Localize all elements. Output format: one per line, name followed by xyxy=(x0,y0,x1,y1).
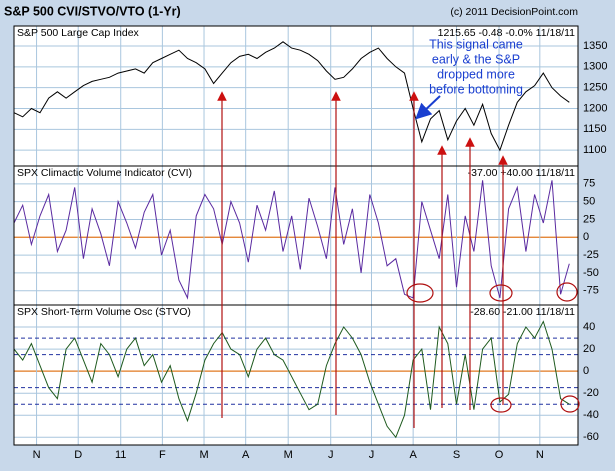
y-tick-label: -60 xyxy=(583,431,599,443)
panel-stats: -37.00 +40.00 11/18/11 xyxy=(468,167,575,179)
annotation: before bottoming xyxy=(429,82,523,96)
x-tick-label: O xyxy=(495,449,504,461)
x-tick-label: N xyxy=(33,449,41,461)
x-tick-label: M xyxy=(199,449,208,461)
signal-circle xyxy=(560,395,580,413)
panel-label: S&P 500 Large Cap Index xyxy=(17,27,140,39)
series-line xyxy=(13,320,570,439)
y-tick-label: -20 xyxy=(583,387,599,399)
y-tick-label: 1300 xyxy=(583,61,607,73)
y-tick-label: 0 xyxy=(583,231,589,243)
panel-label: SPX Climactic Volume Indicator (CVI) xyxy=(17,167,192,179)
signal-circle xyxy=(490,397,512,413)
lines xyxy=(13,41,570,439)
annotation: dropped more xyxy=(437,67,515,81)
panel-stats: -28.60 -21.00 11/18/11 xyxy=(470,306,575,318)
x-tick-label: F xyxy=(159,449,166,461)
x-tick-label: N xyxy=(536,449,544,461)
copyright: (c) 2011 DecisionPoint.com xyxy=(450,6,578,18)
x-tick-label: A xyxy=(409,449,417,461)
x-tick-label: D xyxy=(74,449,82,461)
y-tick-label: -40 xyxy=(583,409,599,421)
y-tick-label: 25 xyxy=(583,213,595,225)
y-tick-label: 1350 xyxy=(583,40,607,52)
panel-stats: 1215.65 -0.48 -0.0% 11/18/11 xyxy=(438,27,576,39)
annotation: early & the S&P xyxy=(432,52,520,66)
series-line xyxy=(13,41,570,152)
series-line xyxy=(13,180,570,300)
y-tick-label: 1150 xyxy=(583,123,607,135)
signal-circle xyxy=(489,284,513,302)
x-tick-label: J xyxy=(328,449,334,461)
y-tick-label: 20 xyxy=(583,343,595,355)
chart-title: S&P 500 CVI/STVO/VTO (1-Yr) xyxy=(4,4,181,18)
x-tick-label: J xyxy=(369,449,375,461)
signal-circle xyxy=(556,282,578,302)
x-tick-label: S xyxy=(453,449,460,461)
panel-frame xyxy=(13,304,579,446)
plot-area xyxy=(14,26,578,445)
signal-circle xyxy=(406,283,434,303)
x-tick-label: A xyxy=(242,449,250,461)
y-tick-label: 75 xyxy=(583,178,595,190)
signal-arrows xyxy=(217,91,580,428)
y-tick-label: -50 xyxy=(583,267,599,279)
y-tick-label: 1200 xyxy=(583,102,607,114)
y-tick-label: 1100 xyxy=(583,144,607,156)
y-tick-label: -75 xyxy=(583,285,599,297)
y-tick-label: 1250 xyxy=(583,82,607,94)
y-tick-label: 50 xyxy=(583,196,595,208)
x-tick-label: M xyxy=(284,449,293,461)
y-tick-label: 0 xyxy=(583,365,589,377)
y-tick-label: -25 xyxy=(583,249,599,261)
x-tick-label: 11 xyxy=(115,449,126,461)
panel-label: SPX Short-Term Volume Osc (STVO) xyxy=(17,306,191,318)
y-tick-label: 40 xyxy=(583,321,595,333)
annotation-arrow xyxy=(415,95,441,120)
annotation: This signal came xyxy=(429,37,523,51)
